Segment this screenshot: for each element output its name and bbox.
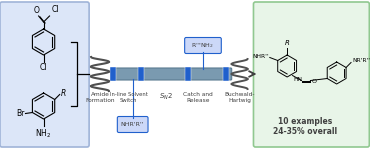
Text: O: O (34, 6, 40, 15)
Text: NHR'': NHR'' (252, 54, 269, 59)
Text: In-line Solvent
Switch: In-line Solvent Switch (110, 92, 148, 103)
Text: NR'R'': NR'R'' (352, 58, 370, 63)
Text: Cl: Cl (40, 63, 47, 72)
Text: R: R (61, 89, 66, 98)
FancyBboxPatch shape (185, 38, 221, 53)
Text: R: R (285, 40, 289, 46)
FancyBboxPatch shape (111, 68, 232, 80)
Bar (138, 67, 144, 81)
Text: O: O (312, 79, 316, 84)
Text: Br: Br (16, 109, 25, 118)
Text: Catch and
Release: Catch and Release (183, 92, 213, 103)
Text: R'''NH$_2$: R'''NH$_2$ (191, 41, 215, 50)
Text: $S_N2$: $S_N2$ (159, 92, 173, 102)
Bar (223, 67, 229, 81)
Bar (185, 67, 191, 81)
Text: 10 examples: 10 examples (278, 118, 332, 127)
FancyBboxPatch shape (117, 117, 148, 132)
Text: Buchwald-
Hartwig: Buchwald- Hartwig (224, 92, 255, 103)
Text: NHR'R'': NHR'R'' (121, 122, 144, 127)
FancyBboxPatch shape (0, 2, 89, 147)
Text: HN: HN (294, 77, 303, 82)
Bar (110, 67, 116, 81)
Text: NH$_2$: NH$_2$ (36, 127, 52, 139)
Text: Amide
Formation: Amide Formation (85, 92, 115, 103)
Text: Cl: Cl (52, 5, 59, 14)
Text: 24-35% overall: 24-35% overall (273, 128, 337, 136)
FancyBboxPatch shape (254, 2, 370, 147)
